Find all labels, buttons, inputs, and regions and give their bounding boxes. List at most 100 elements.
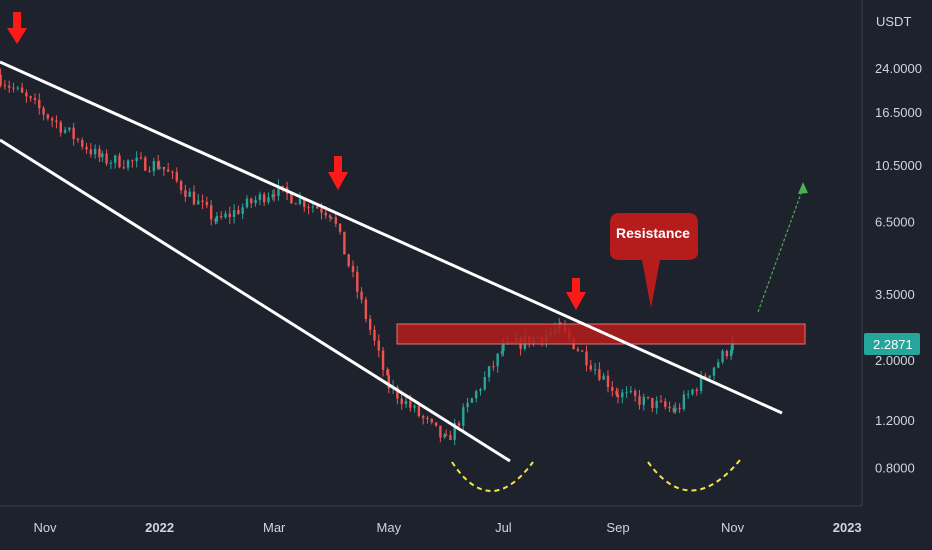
candle-body xyxy=(674,407,677,412)
candle-body xyxy=(500,351,504,354)
price-tick-label: 1.2000 xyxy=(875,413,915,428)
arrow-down-icon xyxy=(328,156,348,190)
candle-body xyxy=(396,386,399,399)
candle-body xyxy=(421,416,425,419)
candle-body xyxy=(712,367,716,376)
candle-body xyxy=(731,340,734,351)
candle-body xyxy=(717,362,720,368)
candle-body xyxy=(462,407,465,426)
candle-body xyxy=(162,166,166,170)
candle-body xyxy=(38,99,41,109)
candle-body xyxy=(611,387,614,391)
candle-body xyxy=(214,219,217,222)
resistance-zone xyxy=(396,323,806,345)
cup-pattern-left xyxy=(451,461,534,492)
candle-body xyxy=(655,400,658,409)
candle-body xyxy=(29,96,32,99)
candle-body xyxy=(377,340,380,351)
candle-body xyxy=(245,198,249,208)
candle-body xyxy=(725,351,729,357)
candle-body xyxy=(404,400,408,405)
candle-body xyxy=(50,118,54,121)
candle-body xyxy=(492,366,495,368)
candle-body xyxy=(704,375,707,378)
candle-body xyxy=(496,353,499,367)
candle-body xyxy=(241,207,244,214)
candle-body xyxy=(651,397,654,409)
candle-body xyxy=(430,418,433,423)
candle-body xyxy=(386,369,389,376)
candle-body xyxy=(642,396,645,405)
candle-body xyxy=(126,160,130,168)
upper-trendline xyxy=(0,60,783,415)
candle-body xyxy=(434,422,438,426)
price-tick-label: 2.0000 xyxy=(875,353,915,368)
candle-body xyxy=(721,351,724,363)
candle-body xyxy=(351,266,355,272)
candle-body xyxy=(20,87,24,93)
currency-label: USDT xyxy=(876,14,911,29)
candle-body xyxy=(664,401,667,407)
candle-body xyxy=(72,127,75,139)
candle-body xyxy=(98,148,101,158)
candle-body xyxy=(343,231,346,255)
candle-body xyxy=(373,329,376,341)
candle-body xyxy=(250,198,253,204)
candle-body xyxy=(55,120,58,123)
candle-body xyxy=(101,153,104,158)
candle-body xyxy=(368,318,372,330)
candle-body xyxy=(417,405,421,417)
candle-body xyxy=(166,169,170,172)
candle-body xyxy=(691,389,694,395)
time-tick-label: Jul xyxy=(495,520,512,535)
candle-body xyxy=(307,207,310,209)
candle-body xyxy=(89,149,93,155)
candle-body xyxy=(457,423,461,426)
candle-body xyxy=(356,271,359,292)
candle-body xyxy=(324,212,327,216)
callout-bubble xyxy=(610,213,698,308)
candle-body xyxy=(85,146,88,150)
candle-body xyxy=(179,181,183,191)
projection-arrowhead-icon xyxy=(798,182,808,194)
candle-body xyxy=(16,87,19,89)
time-tick-label: Nov xyxy=(33,520,57,535)
candle-body xyxy=(470,398,474,403)
candle-body xyxy=(258,194,262,200)
time-axis-ticks: Nov 2022 Mar May Jul Sep Nov 2023 xyxy=(33,520,861,535)
candle-body xyxy=(659,400,663,402)
candle-body xyxy=(271,194,274,198)
candle-body xyxy=(629,390,633,392)
candle-body xyxy=(699,375,703,392)
candle-body xyxy=(152,161,156,172)
price-tick-label: 10.5000 xyxy=(875,158,922,173)
candle-body xyxy=(487,366,491,378)
candle-body xyxy=(175,172,178,182)
candle-body xyxy=(273,194,276,196)
time-tick-label: Nov xyxy=(721,520,745,535)
candle-body xyxy=(615,390,618,395)
candle-body xyxy=(290,193,293,204)
candle-body xyxy=(139,157,143,159)
candle-body xyxy=(294,203,297,205)
candle-body xyxy=(33,98,37,100)
candle-body xyxy=(122,167,125,169)
projection-line xyxy=(757,187,804,313)
candle-body xyxy=(400,398,403,405)
candle-body xyxy=(228,213,231,218)
candle-body xyxy=(209,205,213,220)
time-tick-label: 2023 xyxy=(833,520,862,535)
candle-body xyxy=(695,389,698,392)
candle-body xyxy=(158,166,161,169)
candle-body xyxy=(81,139,84,147)
time-tick-label: Sep xyxy=(606,520,629,535)
candle-body xyxy=(188,191,191,197)
candle-body xyxy=(171,171,174,173)
candle-body xyxy=(449,435,452,440)
candle-body xyxy=(315,206,319,209)
candle-body xyxy=(197,200,200,205)
price-tick-label: 3.5000 xyxy=(875,287,915,302)
candle-body xyxy=(474,391,478,399)
